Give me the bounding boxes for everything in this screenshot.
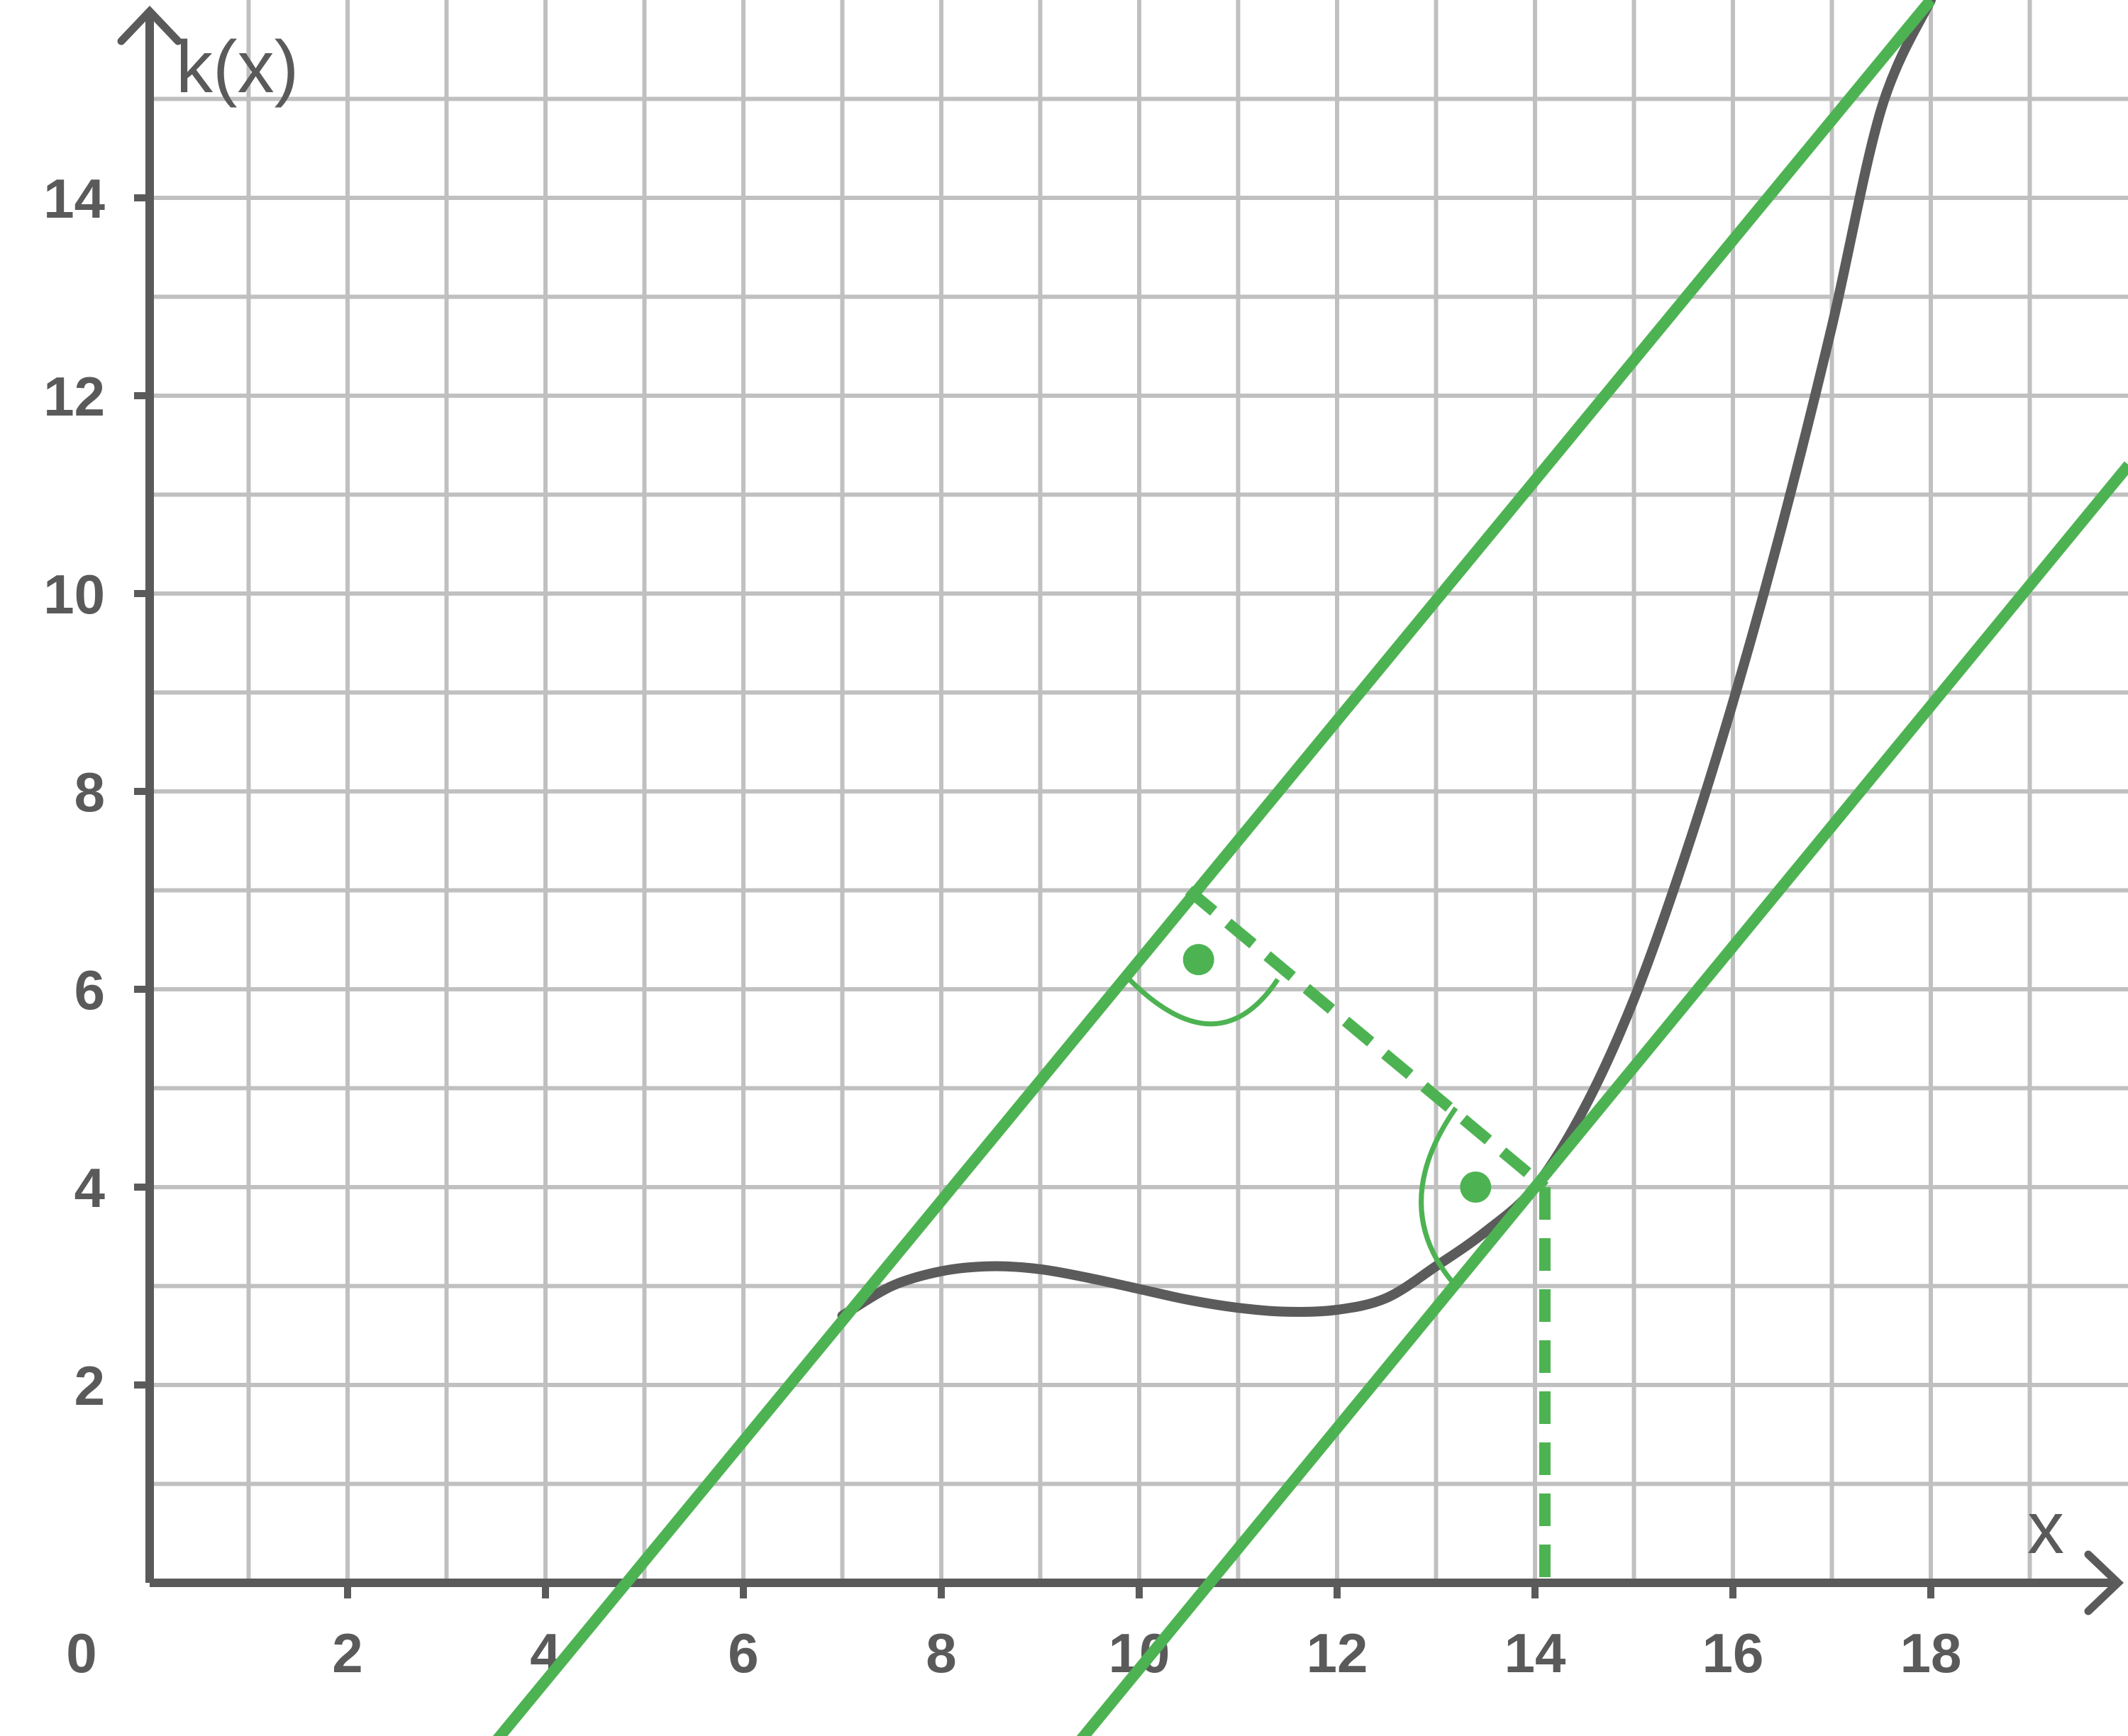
y-axis-arrow (117, 6, 182, 45)
y-tick-label: 6 (74, 959, 105, 1021)
y-tick-label: 4 (74, 1157, 105, 1219)
tangent-line (1076, 461, 2128, 1736)
x-tick-label: 2 (332, 1622, 362, 1684)
right-angle-arc (1127, 977, 1280, 1027)
x-axis-arrow (2084, 1550, 2124, 1615)
x-tick-label: 16 (1702, 1622, 1764, 1684)
grid (150, 0, 2128, 1583)
x-axis-label: x (2027, 1487, 2064, 1569)
x-tick-label: 8 (926, 1622, 956, 1684)
y-axis-label: k(x) (176, 26, 299, 108)
y-tick-label: 10 (43, 563, 105, 625)
parallel-line-upper (492, 0, 1936, 1736)
axes (117, 6, 2124, 1615)
x-tick-label: 18 (1900, 1622, 1962, 1684)
right-angle-dot (1182, 944, 1214, 976)
y-tick-label: 12 (43, 365, 105, 428)
x-tick-label: 12 (1307, 1622, 1368, 1684)
origin-label: 0 (66, 1622, 96, 1684)
right-angle-arc (1419, 1106, 1458, 1288)
y-tick-label: 2 (74, 1354, 105, 1417)
x-tick-label: 14 (1504, 1622, 1566, 1684)
annotations (1127, 944, 1492, 1288)
y-tick-label: 8 (74, 761, 105, 823)
series (492, 0, 2128, 1736)
curve-k (837, 0, 1936, 1321)
y-tick-label: 14 (43, 167, 105, 230)
x-tick-label: 6 (728, 1622, 758, 1684)
right-angle-dot (1460, 1172, 1492, 1203)
normal-segment-dashed (1185, 886, 1549, 1192)
